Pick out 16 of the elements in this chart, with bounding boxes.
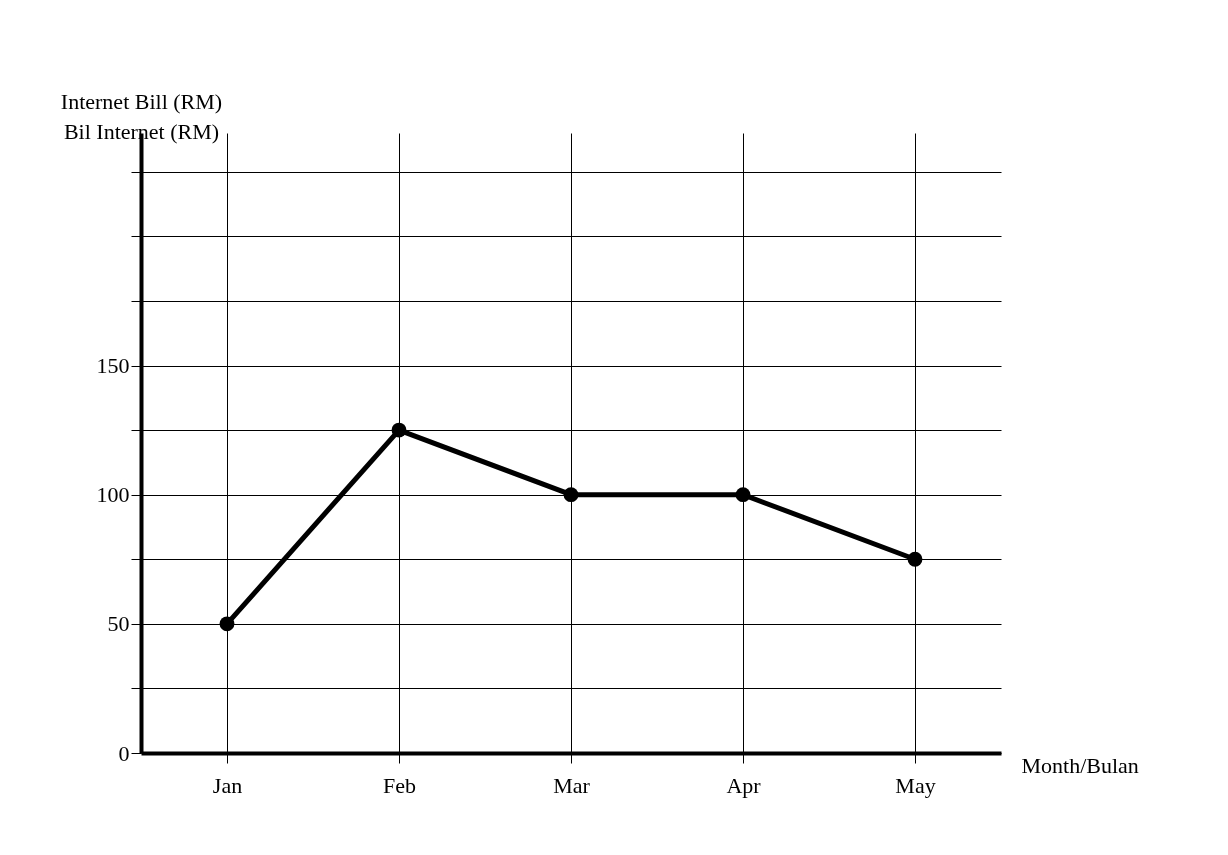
x-axis-title: Month/Bulan [1021, 752, 1139, 778]
point [391, 422, 407, 438]
y-tick-label: 150 [96, 353, 130, 378]
point [563, 487, 579, 503]
point [735, 487, 751, 503]
point [219, 616, 235, 632]
y-tick-label: 100 [96, 482, 130, 508]
x-tick-label: May [895, 772, 936, 798]
y-tick-label: 0 [118, 740, 130, 766]
x-tick-label: Apr [726, 772, 762, 798]
x-tick-label: Jan [212, 772, 243, 798]
point [907, 551, 923, 567]
x-tick-label: Feb [383, 772, 416, 798]
y-axis-title: Internet Bill (RM) Bil Internet (RM) [60, 88, 223, 144]
x-tick-label: Mar [553, 772, 591, 798]
y-tick-label: 50 [107, 611, 130, 637]
